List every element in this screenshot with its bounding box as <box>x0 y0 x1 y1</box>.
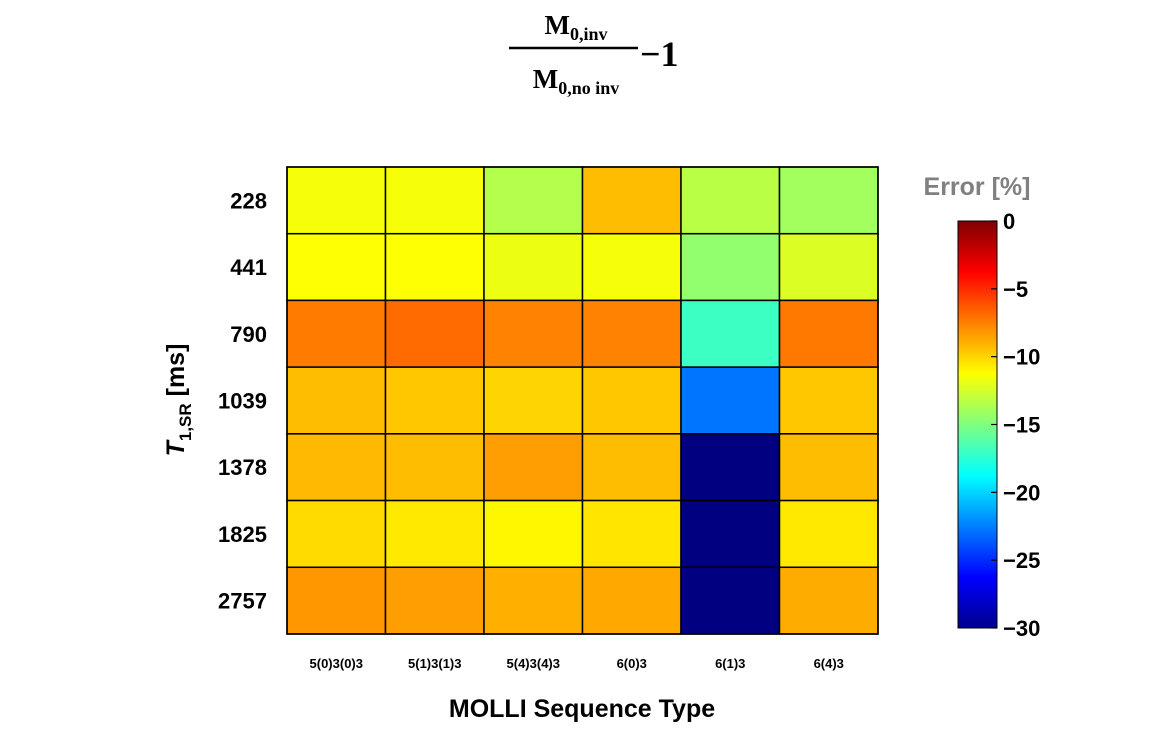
heatmap-cell <box>286 232 387 302</box>
heatmap-cells <box>286 166 879 635</box>
heatmap-cell <box>581 566 682 635</box>
heatmap-cell <box>483 433 584 502</box>
formula-title: M0,inv M0,no inv −1 <box>509 10 679 98</box>
heatmap-cell <box>581 433 682 502</box>
heatmap-cell <box>384 232 485 302</box>
x-axis-label: MOLLI Sequence Type <box>449 695 715 723</box>
heatmap-cell <box>581 166 682 235</box>
heatmap-cell <box>286 566 387 635</box>
heatmap-cell <box>680 299 781 368</box>
x-tick-label: 5(4)3(4)3 <box>507 656 560 671</box>
x-tick-labels: 5(0)3(0)3 5(1)3(1)3 5(4)3(4)3 6(0)3 6(1)3 6(4… <box>310 656 844 671</box>
y-tick-label: 1825 <box>218 522 267 547</box>
plot-frame <box>286 166 879 635</box>
heatmap-cell <box>680 166 781 235</box>
x-tick-label: 5(1)3(1)3 <box>408 656 461 671</box>
heatmap-cell <box>286 299 387 368</box>
heatmap-cell <box>384 299 485 368</box>
y-tick-label: 441 <box>230 255 267 280</box>
y-tick-label: 2757 <box>218 589 267 614</box>
heatmap-cell <box>778 166 879 235</box>
formula-numerator: M0,inv <box>545 10 608 44</box>
heatmap-cell <box>384 566 485 635</box>
x-tick-label: 5(0)3(0)3 <box>310 656 363 671</box>
y-tick-label: 1378 <box>218 455 267 480</box>
colorbar-ticks: 0 −5 −10 −15 −20 −25 −30 <box>991 209 1040 641</box>
heatmap-cell <box>483 366 584 435</box>
heatmap-cell <box>680 433 781 502</box>
heatmap-cell <box>581 232 682 302</box>
heatmap-cell <box>483 166 584 235</box>
heatmap-cell <box>778 299 879 368</box>
heatmap-cell <box>384 499 485 569</box>
y-axis-label: T1,SR [ms] <box>162 344 195 457</box>
heatmap-cell <box>581 299 682 368</box>
x-tick-label: 6(4)3 <box>814 656 844 671</box>
y-tick-labels: 228 441 790 1039 1378 1825 2757 <box>218 188 267 613</box>
colorbar-tick-label: −15 <box>1003 413 1040 438</box>
heatmap-cell <box>778 566 879 635</box>
heatmap-cell <box>680 366 781 435</box>
heatmap-cell <box>286 499 387 569</box>
formula-denominator: M0,no inv <box>533 64 620 98</box>
heatmap-cell <box>384 166 485 235</box>
colorbar-tick-label: −25 <box>1003 548 1040 573</box>
colorbar-gradient <box>957 220 998 629</box>
heatmap-cell <box>680 566 781 635</box>
y-tick-label: 228 <box>230 188 267 213</box>
heatmap-cell <box>483 299 584 368</box>
heatmap-cell <box>286 166 387 235</box>
heatmap-cell <box>778 366 879 435</box>
colorbar-tick-label: −10 <box>1003 345 1040 370</box>
heatmap-cell <box>778 232 879 302</box>
heatmap-cell <box>483 566 584 635</box>
heatmap-cell <box>384 433 485 502</box>
heatmap-cell <box>778 433 879 502</box>
colorbar-title: Error [%] <box>924 173 1031 201</box>
heatmap-cell <box>483 232 584 302</box>
y-tick-label: 1039 <box>218 389 267 414</box>
colorbar-tick-label: 0 <box>1003 209 1015 234</box>
heatmap-cell <box>581 366 682 435</box>
x-tick-label: 6(0)3 <box>617 656 647 671</box>
colorbar-tick-label: −20 <box>1003 480 1040 505</box>
x-tick-label: 6(1)3 <box>715 656 745 671</box>
y-tick-label: 790 <box>230 322 267 347</box>
heatmap-cell <box>680 499 781 569</box>
formula-suffix: −1 <box>640 34 679 74</box>
heatmap-cell <box>286 433 387 502</box>
heatmap-cell <box>581 499 682 569</box>
heatmap-cell <box>483 499 584 569</box>
heatmap-cell <box>680 232 781 302</box>
heatmap-cell <box>286 366 387 435</box>
colorbar-tick-label: −30 <box>1003 616 1040 641</box>
colorbar-tick-label: −5 <box>1003 277 1028 302</box>
heatmap-cell <box>778 499 879 569</box>
heatmap-cell <box>384 366 485 435</box>
